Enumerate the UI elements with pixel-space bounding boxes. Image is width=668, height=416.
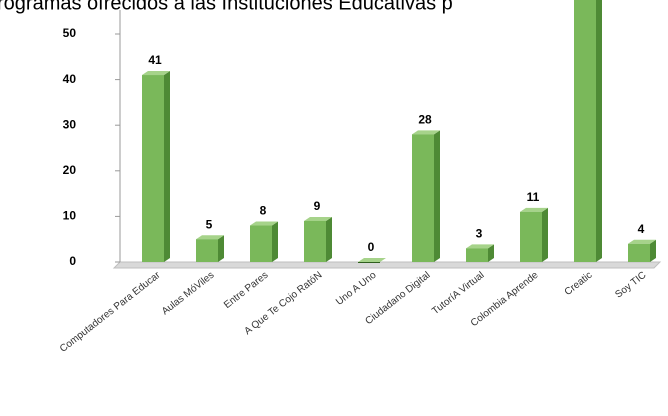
bar-front — [574, 0, 596, 263]
bar-top — [358, 258, 386, 262]
x-tick-label: Aulas MóViles — [160, 270, 217, 318]
bar — [520, 207, 548, 262]
y-tick-label: 30 — [63, 117, 77, 131]
bar — [250, 221, 278, 262]
bar-side — [596, 0, 602, 262]
bar — [358, 258, 386, 263]
bar — [628, 239, 656, 262]
bar-front — [250, 225, 272, 262]
x-tick-label: Creatic — [563, 270, 595, 298]
y-tick-label: 10 — [63, 209, 77, 223]
bar — [304, 216, 332, 262]
bar-front — [196, 239, 218, 262]
x-tick-label: Uno A Uno — [334, 270, 379, 308]
value-label: 0 — [368, 240, 375, 254]
bar-top — [196, 235, 224, 240]
y-tick-label: 50 — [63, 26, 77, 40]
y-tick-label: 40 — [63, 72, 77, 86]
chart-title: rogramas ofrecidos a las Instituciones E… — [0, 0, 453, 14]
bar-front — [304, 220, 326, 262]
bar-side — [488, 244, 494, 262]
bar-side — [218, 235, 224, 262]
x-tick-label: Soy TIC — [613, 270, 648, 301]
bar-side — [434, 130, 440, 262]
bar-top — [628, 239, 656, 244]
y-tick-label: 20 — [63, 163, 77, 177]
bar-front — [142, 75, 164, 262]
value-label: 3 — [476, 226, 483, 240]
bar-front — [466, 248, 488, 262]
floor — [112, 261, 662, 269]
bar-top — [466, 244, 494, 249]
bar-front — [412, 134, 434, 262]
x-tick-label: TutoríA Virtual — [430, 270, 486, 317]
x-tick-label: Computadores Para Educar — [58, 269, 163, 354]
bar — [574, 0, 602, 263]
bar-side — [650, 239, 656, 262]
bar — [466, 244, 494, 262]
y-tick-label: 0 — [69, 254, 76, 268]
bar — [196, 235, 224, 262]
value-label: 5 — [206, 217, 213, 231]
bar-front — [358, 262, 380, 263]
bar-side — [164, 71, 170, 262]
value-label: 11 — [527, 190, 540, 204]
value-label: 28 — [418, 112, 432, 126]
bar-side — [272, 221, 278, 262]
x-tick-label: Entre Pares — [222, 270, 270, 311]
value-label: 41 — [148, 53, 162, 67]
value-label: 8 — [260, 204, 267, 218]
bar — [142, 71, 170, 262]
value-label: 4 — [638, 222, 645, 236]
bar-top — [412, 130, 440, 135]
bar-front — [628, 243, 650, 262]
bar-side — [326, 216, 332, 262]
value-label: 9 — [314, 199, 321, 213]
bar-top — [520, 207, 548, 212]
bar-top — [250, 221, 278, 226]
bar-top — [142, 71, 170, 76]
bar-top — [304, 216, 332, 221]
bar-side — [542, 207, 548, 262]
bar-front — [520, 211, 542, 262]
bar — [412, 130, 440, 262]
